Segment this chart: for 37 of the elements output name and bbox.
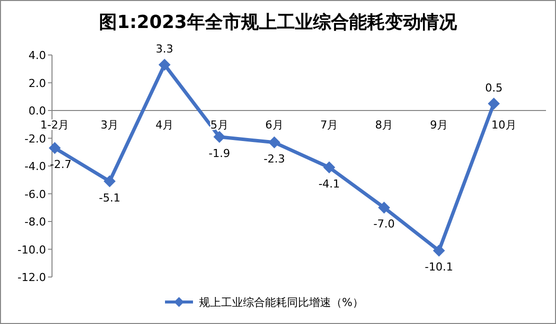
- chart-title: 图1:2023年全市规上工业综合能耗变动情况: [99, 12, 458, 33]
- point: [488, 98, 500, 110]
- point: [48, 142, 61, 154]
- x-tick-label: 9月: [430, 118, 448, 132]
- data-label: -7.0: [373, 218, 395, 231]
- point: [104, 175, 116, 188]
- point: [323, 161, 336, 174]
- data-label: -10.1: [424, 260, 454, 274]
- data-label: -2.3: [264, 152, 286, 166]
- x-tick-label: 1-2月: [40, 118, 70, 132]
- point: [213, 130, 226, 143]
- x-tick-label: 4月: [156, 118, 174, 132]
- data-label: -4.1: [318, 177, 340, 190]
- y-tick-label: 0.0: [28, 104, 46, 118]
- point: [268, 136, 280, 148]
- y-tick-label: -4.0: [24, 160, 46, 173]
- y-tick-label: -10.0: [18, 243, 46, 256]
- point: [378, 202, 390, 214]
- x-tick-label: 6月: [265, 118, 284, 132]
- x-tick-label: 7月: [320, 118, 338, 132]
- point: [158, 58, 171, 71]
- x-tick-label: 8月: [375, 118, 394, 132]
- x-tick-label: 3月: [100, 118, 119, 132]
- data-label: -5.1: [98, 191, 120, 204]
- legend-label: 规上工业综合能耗同比增速（%）: [199, 296, 364, 309]
- x-tick-label: 10月: [491, 118, 516, 132]
- data-label: 0.5: [485, 82, 503, 95]
- y-tick-label: 2.0: [28, 76, 46, 90]
- y-tick-label: -8.0: [24, 216, 46, 228]
- data-label: -2.7: [50, 158, 72, 171]
- data-label: 3.3: [156, 42, 174, 56]
- y-tick-label: 4.0: [28, 49, 46, 62]
- point: [432, 244, 445, 257]
- data-label: -1.9: [208, 146, 230, 160]
- y-tick-label: -6.0: [24, 188, 46, 201]
- y-tick-label: -12.0: [18, 271, 46, 284]
- y-tick-label: -2.0: [24, 132, 46, 146]
